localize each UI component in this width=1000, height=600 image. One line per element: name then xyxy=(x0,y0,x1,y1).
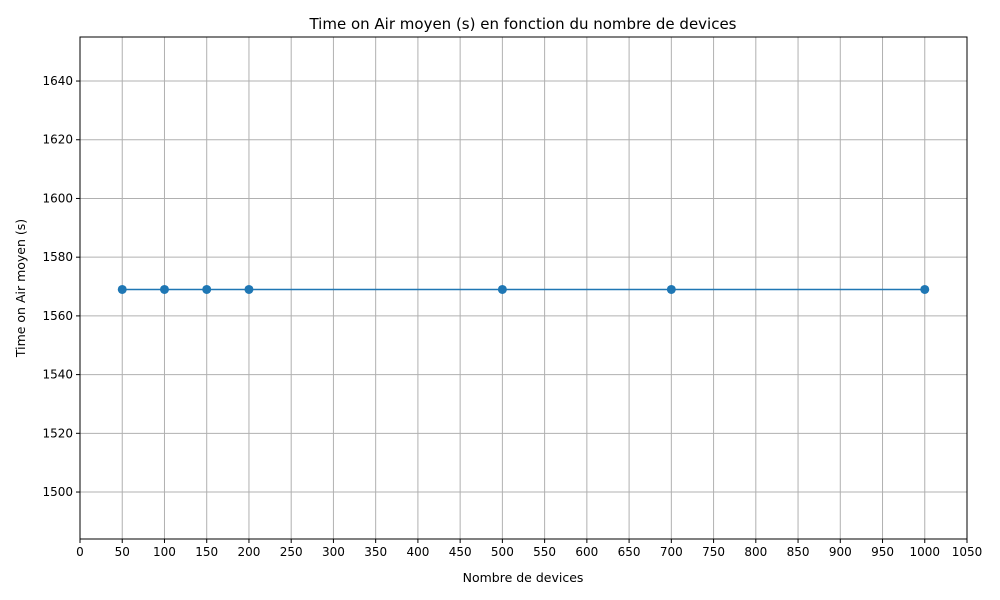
x-tick-label: 50 xyxy=(115,545,130,559)
x-tick-label: 750 xyxy=(702,545,725,559)
x-tick-label: 700 xyxy=(660,545,683,559)
y-tick-label: 1500 xyxy=(42,485,73,499)
data-series xyxy=(117,284,930,294)
data-point xyxy=(202,284,212,294)
y-tick-label: 1540 xyxy=(42,368,73,382)
x-axis-label: Nombre de devices xyxy=(463,570,584,585)
y-tick-label: 1520 xyxy=(42,426,73,440)
y-tick-label: 1640 xyxy=(42,74,73,88)
data-point xyxy=(497,284,507,294)
x-tick-label: 1050 xyxy=(952,545,983,559)
x-tick-label: 450 xyxy=(449,545,472,559)
axis-ticks: 0 50 100 150 200 250 300 350 400 450 500 550 600 650 7… xyxy=(42,74,982,559)
data-point xyxy=(159,284,169,294)
x-tick-label: 250 xyxy=(280,545,303,559)
x-tick-label: 500 xyxy=(491,545,514,559)
data-point xyxy=(920,284,930,294)
data-point xyxy=(244,284,254,294)
x-tick-label: 950 xyxy=(871,545,894,559)
data-point xyxy=(666,284,676,294)
x-tick-label: 100 xyxy=(153,545,176,559)
x-tick-label: 1000 xyxy=(909,545,940,559)
x-tick-label: 0 xyxy=(76,545,84,559)
x-tick-label: 650 xyxy=(618,545,641,559)
y-tick-label: 1560 xyxy=(42,309,73,323)
x-tick-label: 400 xyxy=(406,545,429,559)
data-point xyxy=(117,284,127,294)
plot-frame xyxy=(79,36,968,540)
y-tick-label: 1600 xyxy=(42,191,73,205)
x-tick-label: 800 xyxy=(744,545,767,559)
x-tick-label: 850 xyxy=(787,545,810,559)
x-tick-label: 350 xyxy=(364,545,387,559)
x-tick-label: 200 xyxy=(237,545,260,559)
x-tick-label: 600 xyxy=(575,545,598,559)
grid xyxy=(79,37,968,539)
x-tick-label: 150 xyxy=(195,545,218,559)
x-tick-label: 300 xyxy=(322,545,345,559)
chart-title: Time on Air moyen (s) en fonction du nom… xyxy=(308,15,736,33)
x-tick-label: 900 xyxy=(829,545,852,559)
y-axis-label: Time on Air moyen (s) xyxy=(13,219,28,358)
x-tick-label: 550 xyxy=(533,545,556,559)
y-tick-label: 1580 xyxy=(42,250,73,264)
y-tick-label: 1620 xyxy=(42,133,73,147)
